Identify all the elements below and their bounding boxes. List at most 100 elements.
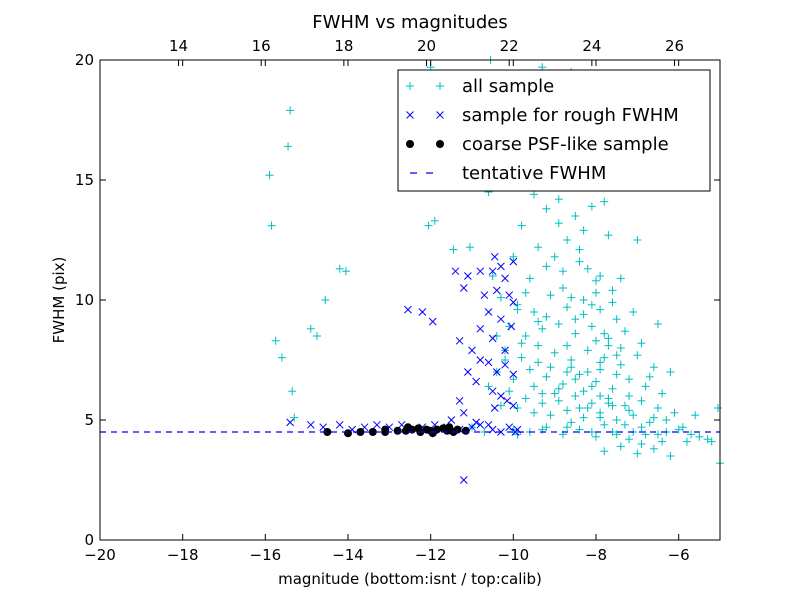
all-sample-point-150 [496, 401, 505, 410]
all-sample-point-132 [592, 336, 600, 345]
all-sample-point-121 [658, 437, 667, 446]
all-sample-point-34 [534, 243, 543, 252]
all-sample-point-198 [612, 430, 621, 439]
x-tick-label-6: −8 [585, 546, 607, 564]
legend-label-0: all sample [462, 76, 554, 97]
top-tick-label-2: 18 [334, 37, 353, 55]
all-sample-point-185 [492, 332, 501, 340]
all-sample-point-178 [600, 329, 609, 338]
all-sample-point-44 [592, 276, 600, 285]
all-sample-point-145 [583, 404, 592, 412]
top-tick-label-1: 16 [252, 37, 271, 55]
all-sample-point-137 [554, 384, 563, 393]
all-sample-point-173 [604, 399, 613, 408]
all-sample-point-16 [449, 245, 458, 254]
top-tick-label-6: 26 [665, 37, 684, 55]
all-sample-point-103 [579, 413, 588, 422]
rough-fwhm-point-50-b [472, 377, 480, 386]
all-sample-point-151 [484, 382, 493, 391]
all-sample-point-122 [600, 447, 609, 456]
all-sample-point-87 [521, 394, 530, 403]
rough-fwhm-point-11-b [430, 420, 439, 429]
rough-fwhm-point-34 [505, 291, 514, 300]
all-sample-point-186 [583, 264, 592, 273]
all-sample-point-134 [579, 387, 588, 396]
rough-fwhm-point-3-b [335, 420, 344, 429]
all-sample-point-30 [571, 212, 580, 220]
all-sample-point-170 [674, 425, 683, 434]
rough-fwhm-point-8-b [397, 420, 406, 429]
all-sample-point-124 [633, 449, 642, 458]
all-sample-point-149 [538, 399, 547, 408]
all-sample-point-141 [550, 252, 559, 261]
all-sample-point-68 [550, 348, 559, 357]
y-axis-title: FWHM (pix) [50, 257, 68, 344]
all-sample-point-106 [629, 411, 638, 420]
all-sample-point-31 [587, 202, 596, 211]
rough-fwhm-point-49-b [464, 368, 472, 376]
rough-fwhm-point-1-b [306, 420, 315, 429]
rough-fwhm-point-29-b [501, 274, 509, 283]
all-sample-point-85 [658, 389, 667, 398]
all-sample-point-136 [608, 401, 617, 410]
all-sample-point-110 [695, 432, 704, 441]
rough-fwhm-point-58 [447, 416, 456, 424]
all-sample-point-70 [583, 346, 592, 355]
all-sample-point-152 [501, 356, 510, 364]
all-sample-point-107 [645, 418, 654, 427]
all-sample-point-166 [637, 440, 646, 448]
psf-like-point-21 [461, 426, 470, 435]
x-tick-label-5: −10 [498, 546, 530, 564]
all-sample-point-53 [612, 315, 621, 324]
all-sample-point-1 [267, 221, 276, 230]
all-sample-point-159 [554, 219, 563, 228]
all-sample-point-126 [666, 452, 675, 460]
all-sample-point-39 [509, 252, 518, 261]
x-tick-label-4: −12 [415, 546, 447, 564]
rough-fwhm-point-55-b [509, 401, 518, 410]
all-sample-point-156 [596, 272, 605, 280]
all-sample-point-38 [488, 272, 497, 280]
rough-fwhm-point-43-b [492, 368, 501, 376]
rough-fwhm-point-6-b [373, 420, 381, 429]
all-sample-point-82 [608, 384, 617, 393]
rough-fwhm-point-52-b [497, 392, 505, 400]
all-sample-point-147 [620, 420, 629, 429]
all-sample-point-56 [505, 322, 514, 331]
rough-fwhm-point-15 [476, 420, 485, 429]
all-sample-point-196 [563, 423, 572, 432]
rough-fwhm-point-22 [428, 317, 437, 326]
rough-fwhm-point-53-b [503, 396, 511, 405]
all-sample-point-182 [567, 293, 576, 302]
all-sample-point-157 [575, 245, 584, 254]
x-tick-label-2: −16 [250, 546, 282, 564]
rough-fwhm-point-47-b [468, 346, 476, 355]
rough-fwhm-point-33-b [492, 286, 501, 295]
all-sample-point-143 [645, 372, 654, 381]
all-sample-point-29 [554, 195, 563, 204]
rough-fwhm-point-40-b [488, 334, 497, 343]
all-sample-point-80 [575, 370, 584, 379]
all-sample-point-51 [579, 296, 588, 304]
rough-fwhm-point-60 [472, 418, 480, 427]
rough-fwhm-point-47 [468, 346, 476, 355]
all-sample-point-27 [530, 190, 538, 199]
rough-fwhm-point-2-b [319, 423, 328, 432]
all-sample-point-28 [542, 204, 551, 213]
all-sample-point-33 [517, 221, 526, 230]
all-sample-point-54 [629, 308, 638, 316]
all-sample-point-63 [620, 327, 629, 336]
rough-fwhm-point-54-b [490, 404, 499, 412]
top-tick-label-0: 14 [169, 37, 188, 55]
rough-fwhm-point-50 [472, 377, 480, 386]
y-tick-label-1: 5 [84, 411, 94, 429]
rough-fwhm-point-3 [335, 420, 344, 429]
all-sample-point-59 [554, 320, 563, 328]
rough-fwhm-point-44 [501, 360, 509, 369]
rough-fwhm-point-49 [464, 368, 472, 376]
rough-fwhm-point-25-b [476, 267, 485, 276]
all-sample-point-74 [649, 363, 658, 372]
rough-fwhm-point-38-b [507, 322, 516, 331]
rough-fwhm-point-33 [492, 286, 501, 295]
all-sample-point-57 [521, 332, 530, 340]
